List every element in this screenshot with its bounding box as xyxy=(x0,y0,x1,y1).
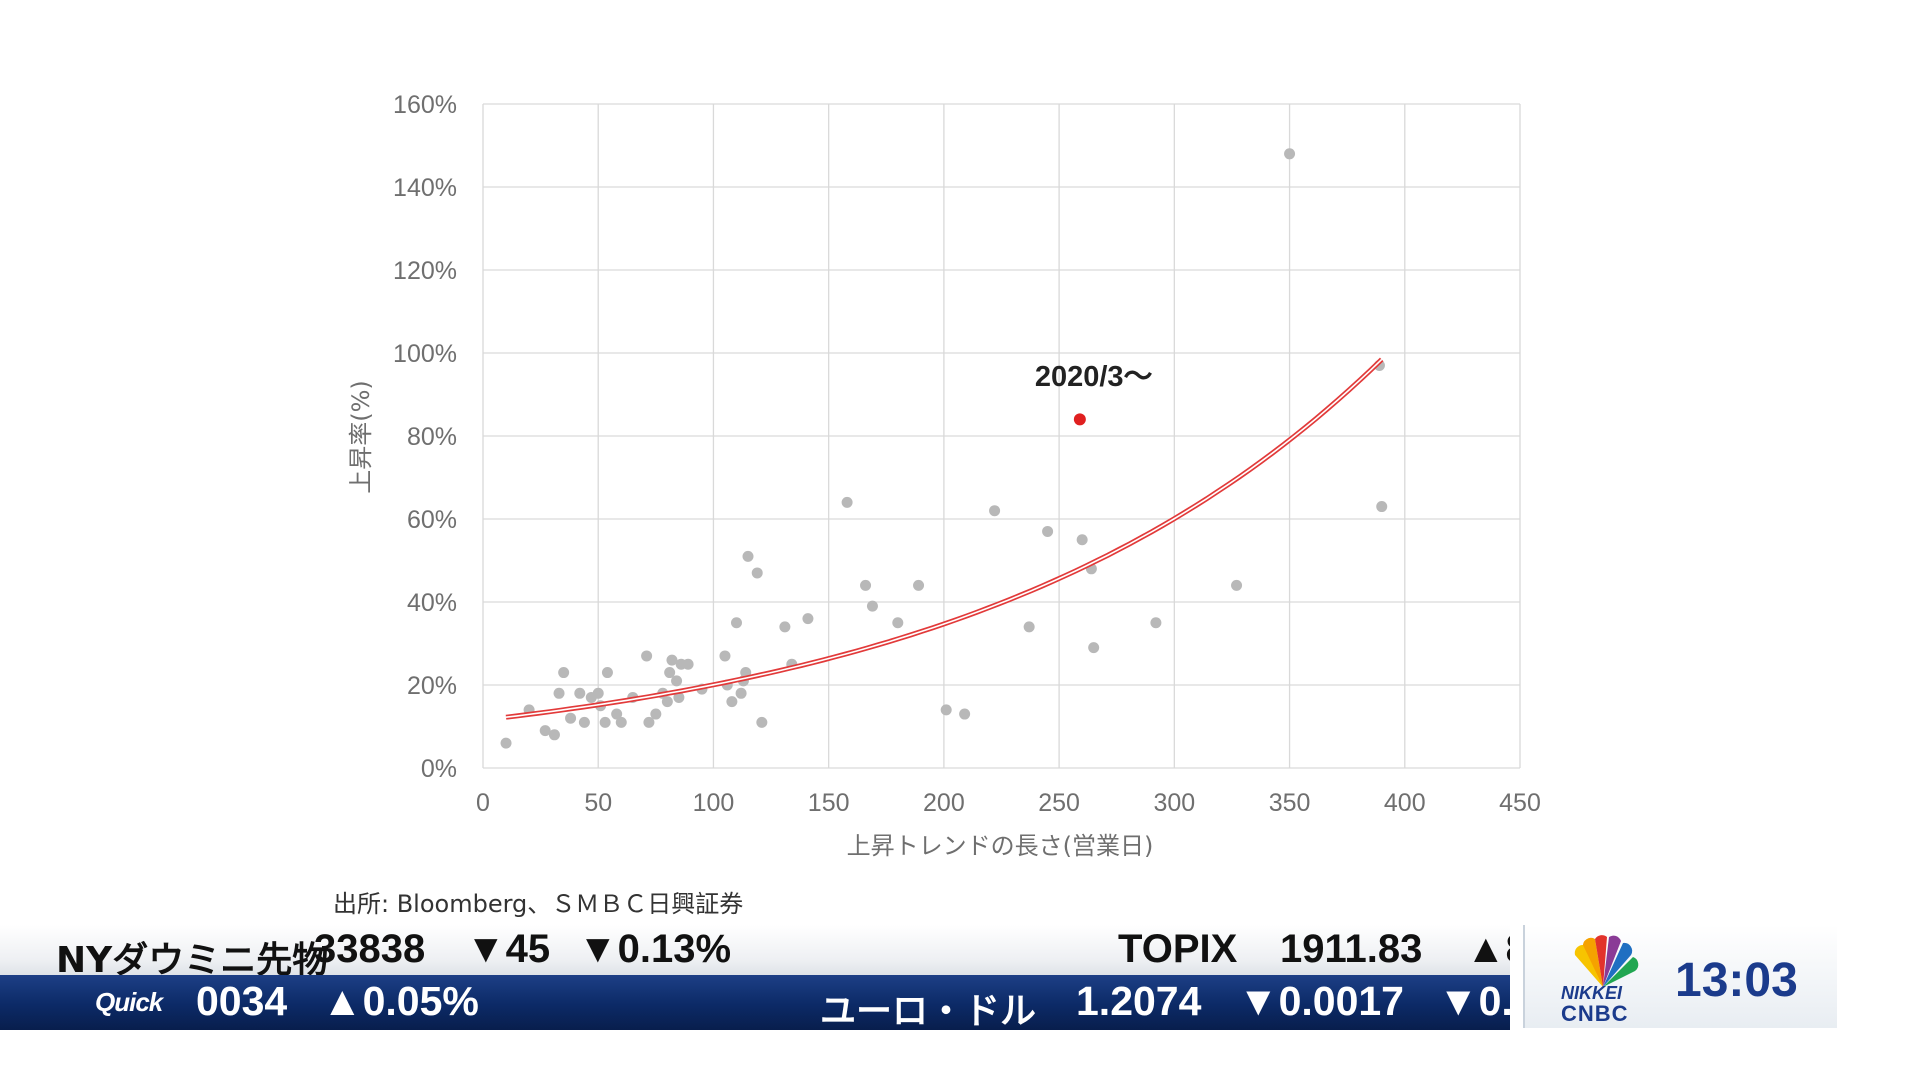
data-point xyxy=(548,729,560,741)
data-point xyxy=(989,505,1001,517)
chart-grid xyxy=(482,103,1521,769)
data-point xyxy=(940,704,952,716)
data-point xyxy=(1231,579,1243,591)
data-point xyxy=(553,687,565,699)
ticker-value-eurusd: 1.2074 xyxy=(1076,978,1202,1024)
data-point xyxy=(666,654,678,666)
data-point xyxy=(661,696,673,708)
data-point xyxy=(719,650,731,662)
y-tick-label: 120% xyxy=(393,257,457,285)
data-point xyxy=(892,617,904,629)
ticker-row-bottom: Quick 0034 ▲0.05% ユーロ・ドル 1.2074 ▼0.0017 … xyxy=(0,975,1510,1030)
data-point xyxy=(1042,525,1054,537)
ticker-name-eurusd: ユーロ・ドル xyxy=(820,991,1037,1030)
ticker-value-topix: 1911.83 xyxy=(1280,927,1423,971)
data-point xyxy=(735,687,747,699)
x-tick-label: 100 xyxy=(693,789,735,817)
data-point xyxy=(726,696,738,708)
data-point xyxy=(574,687,586,699)
data-point xyxy=(565,712,577,724)
data-point xyxy=(1076,534,1088,546)
ticker-row-top: NYダウミニ先物 33838 ▼45 ▼0.13% TOPIX 1911.83 … xyxy=(0,925,1510,975)
data-point xyxy=(1023,621,1035,633)
ticker-name-nydow: NYダウミニ先物 xyxy=(56,940,329,975)
data-point xyxy=(500,737,512,749)
scatter-chart: 0 50 100 150 200 250 300 350 400 450 0% 20% 40% 60% 8… xyxy=(347,91,1541,860)
data-point xyxy=(1088,642,1100,654)
data-point xyxy=(650,708,662,720)
ticker-name-topix: TOPIX xyxy=(1118,927,1238,971)
data-point xyxy=(611,708,623,720)
ticker-value-nydow: 33838 xyxy=(314,927,426,971)
x-axis-title: 上昇トレンドの長さ(営業日) xyxy=(847,832,1154,860)
trendline-inner xyxy=(505,358,1383,718)
x-tick-label: 250 xyxy=(1038,789,1080,817)
data-point xyxy=(664,667,676,679)
y-tick-label: 40% xyxy=(407,589,457,617)
x-tick-label: 150 xyxy=(808,789,850,817)
data-point xyxy=(730,617,742,629)
data-point xyxy=(802,613,814,625)
y-tick-label: 160% xyxy=(393,91,457,119)
x-tick-label: 200 xyxy=(923,789,965,817)
data-point xyxy=(913,579,925,591)
data-point xyxy=(860,579,872,591)
x-tick-label: 50 xyxy=(584,789,612,817)
ticker-change-quick: ▲0.05% xyxy=(322,978,479,1024)
source-note: 出所: Bloomberg、ＳＭＢＣ日興証券 xyxy=(333,890,744,918)
y-tick-label: 80% xyxy=(407,423,457,451)
ticker-value-quick: 0034 xyxy=(196,978,288,1024)
data-point xyxy=(539,725,551,737)
data-point xyxy=(643,716,655,728)
x-tick-label: 300 xyxy=(1153,789,1195,817)
data-point xyxy=(599,716,611,728)
y-tick-label: 20% xyxy=(407,672,457,700)
ticker-change-nydow: ▼45 xyxy=(466,927,551,971)
data-point xyxy=(615,716,627,728)
ticker-pct-nydow: ▼0.13% xyxy=(578,927,732,971)
data-point xyxy=(682,658,694,670)
ticker-change-topix: ▲8 xyxy=(1466,927,1510,971)
y-axis-title: 上昇率(%) xyxy=(347,380,375,494)
y-tick-label: 140% xyxy=(393,174,457,202)
data-point xyxy=(1284,148,1296,160)
data-point xyxy=(742,550,754,562)
x-axis-ticks: 0 50 100 150 200 250 300 350 400 450 xyxy=(476,789,1541,817)
data-point xyxy=(558,667,570,679)
x-tick-label: 350 xyxy=(1269,789,1311,817)
cnbc-wordmark: CNBC xyxy=(1561,1001,1629,1026)
data-point xyxy=(1150,617,1162,629)
quick-logo: Quick xyxy=(95,987,163,1017)
data-point xyxy=(751,567,763,579)
y-tick-label: 60% xyxy=(407,506,457,534)
data-point xyxy=(592,687,604,699)
data-point xyxy=(959,708,971,720)
data-point xyxy=(756,716,768,728)
y-axis-ticks: 0% 20% 40% 60% 80% 100% 120% 140% 160% xyxy=(393,91,457,783)
ticker-pct-eurusd: ▼0. xyxy=(1438,978,1510,1024)
peacock-logo-icon xyxy=(1574,935,1639,987)
x-tick-label: 450 xyxy=(1499,789,1541,817)
data-point xyxy=(601,667,613,679)
data-point xyxy=(779,621,791,633)
data-point xyxy=(1376,501,1388,513)
data-point xyxy=(866,600,878,612)
y-tick-label: 0% xyxy=(421,755,457,783)
nikkei-wordmark: NIKKEI xyxy=(1561,983,1623,1003)
data-point xyxy=(671,675,683,687)
x-tick-label: 400 xyxy=(1384,789,1426,817)
annotation-2020: 2020/3〜 xyxy=(1035,361,1153,393)
ticker-change-eurusd: ▼0.0017 xyxy=(1238,978,1404,1024)
x-tick-label: 0 xyxy=(476,789,490,817)
data-point xyxy=(841,496,853,508)
data-point-highlight xyxy=(1073,413,1086,426)
data-point xyxy=(641,650,653,662)
nikkei-cnbc-logo-box: NIKKEI CNBC 13:03 xyxy=(1523,925,1837,1028)
clock: 13:03 xyxy=(1675,954,1798,1007)
data-point xyxy=(673,691,685,703)
data-point xyxy=(578,716,590,728)
y-tick-label: 100% xyxy=(393,340,457,368)
